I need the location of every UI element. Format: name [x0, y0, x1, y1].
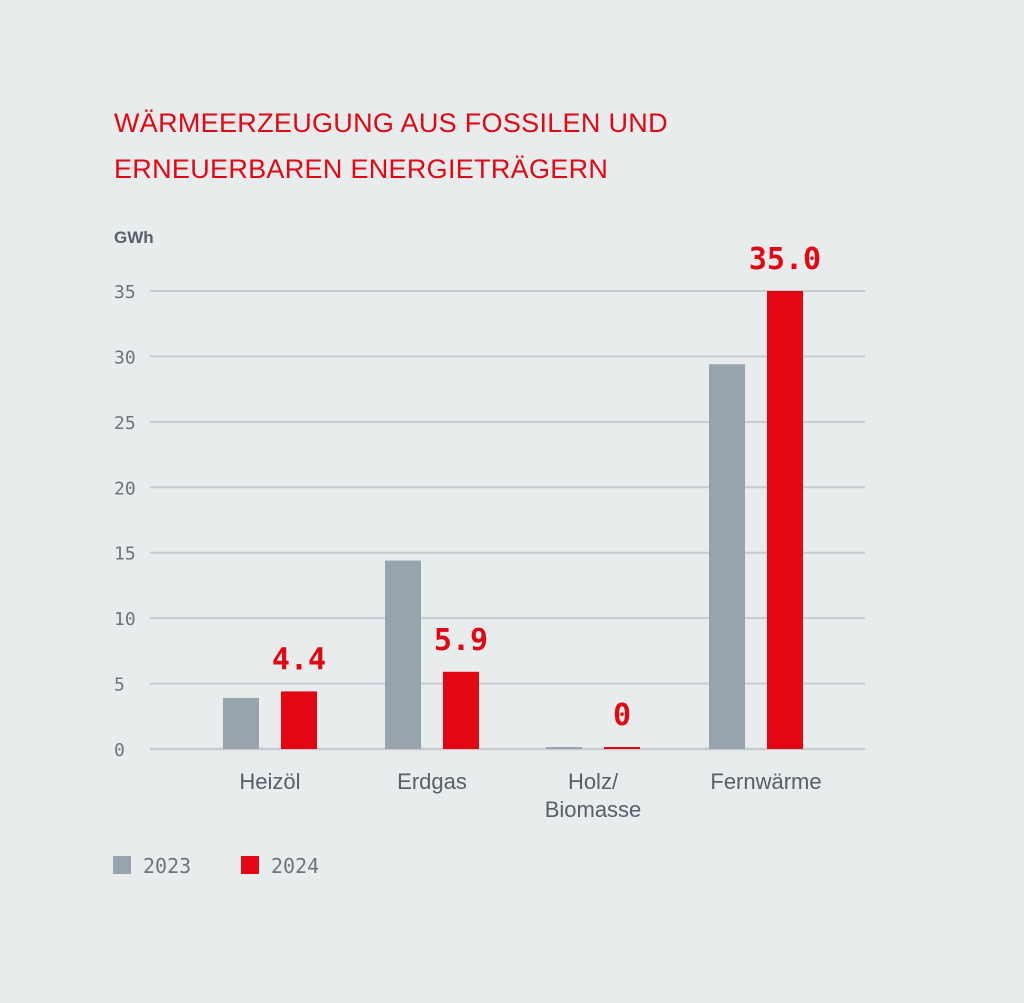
- bar-2023: [709, 364, 745, 749]
- legend-label: 2023: [143, 854, 191, 878]
- x-tick-label: Holz/: [568, 769, 619, 794]
- y-tick-label: 10: [114, 609, 136, 630]
- x-tick-label: Erdgas: [397, 769, 467, 794]
- data-label: 35.0: [749, 242, 821, 277]
- y-tick-label: 20: [114, 478, 136, 499]
- bar-2023: [223, 697, 259, 749]
- bar-2023: [546, 747, 582, 749]
- bar-2024: [604, 747, 640, 749]
- bar-2023: [385, 560, 421, 749]
- y-tick-label: 25: [114, 413, 136, 434]
- data-label: 5.9: [434, 623, 488, 658]
- data-label: 0: [613, 698, 631, 733]
- x-tick-label: Heizöl: [239, 769, 300, 794]
- legend-label: 2024: [271, 854, 319, 878]
- x-tick-label: Biomasse: [545, 797, 642, 822]
- y-tick-label: 5: [114, 675, 125, 696]
- data-label: 4.4: [272, 642, 326, 677]
- bar-2024: [443, 671, 479, 749]
- y-tick-label: 30: [114, 347, 136, 368]
- chart-title-line-1: WÄRMEERZEUGUNG AUS FOSSILEN UND: [114, 108, 668, 138]
- bar-2024: [281, 691, 317, 749]
- legend-swatch-2024: [241, 856, 259, 874]
- bar-2024: [767, 291, 803, 749]
- y-tick-label: 15: [114, 544, 136, 565]
- x-tick-label: Fernwärme: [710, 769, 821, 794]
- y-tick-label: 0: [114, 740, 125, 761]
- y-axis-label: GWh: [114, 228, 154, 247]
- chart-title: WÄRMEERZEUGUNG AUS FOSSILEN UND ERNEUERB…: [114, 100, 668, 192]
- y-tick-label: 35: [114, 282, 136, 303]
- legend-swatch-2023: [113, 856, 131, 874]
- chart-title-line-2: ERNEUERBAREN ENERGIETRÄGERN: [114, 154, 609, 184]
